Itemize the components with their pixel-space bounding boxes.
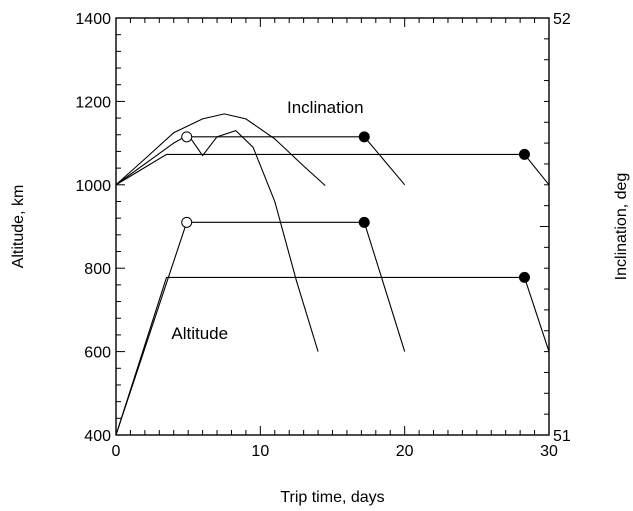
- data-point-2: [518, 148, 530, 160]
- annotation-inclination: Inclination: [287, 98, 364, 117]
- data-point-1: [358, 131, 370, 143]
- x-tick-label: 10: [251, 443, 269, 460]
- y-tick-label: 1400: [75, 11, 111, 28]
- x-tick-label: 30: [540, 443, 558, 460]
- y2-tick-label: 52: [553, 11, 571, 28]
- series-line-inclination-3: [115, 153, 550, 186]
- axis-ticks: [115, 17, 550, 436]
- tick-labels: 0 10 20 30 400 600 800 1000 1200 1400 51 52: [75, 11, 570, 460]
- x-axis-title: Trip time, days: [280, 489, 384, 506]
- series-line-altitude-5: [115, 276, 550, 436]
- data-point-0: [181, 131, 193, 143]
- y-tick-label: 1000: [75, 178, 111, 195]
- plot-area: [115, 113, 550, 436]
- x-tick-label: 0: [112, 443, 121, 460]
- y2-tick-label: 51: [553, 428, 571, 445]
- y2-axis-title: Inclination, deg: [613, 173, 630, 281]
- y-tick-label: 600: [84, 345, 111, 362]
- series-line-inclination-1: [115, 129, 319, 352]
- plot-frame: [115, 17, 550, 436]
- y-tick-label: 1200: [75, 94, 111, 111]
- data-point-4: [358, 216, 370, 228]
- series-line-inclination-2: [186, 136, 406, 186]
- y-tick-label: 800: [84, 261, 111, 278]
- data-point-3: [181, 216, 193, 228]
- y-axis-title: Altitude, km: [10, 185, 27, 269]
- series-line-inclination-0: [115, 113, 326, 187]
- x-tick-label: 20: [396, 443, 414, 460]
- data-point-5: [518, 271, 530, 283]
- series-line-altitude-4: [115, 221, 406, 436]
- annotation-altitude: Altitude: [171, 324, 228, 343]
- y-tick-label: 400: [84, 428, 111, 445]
